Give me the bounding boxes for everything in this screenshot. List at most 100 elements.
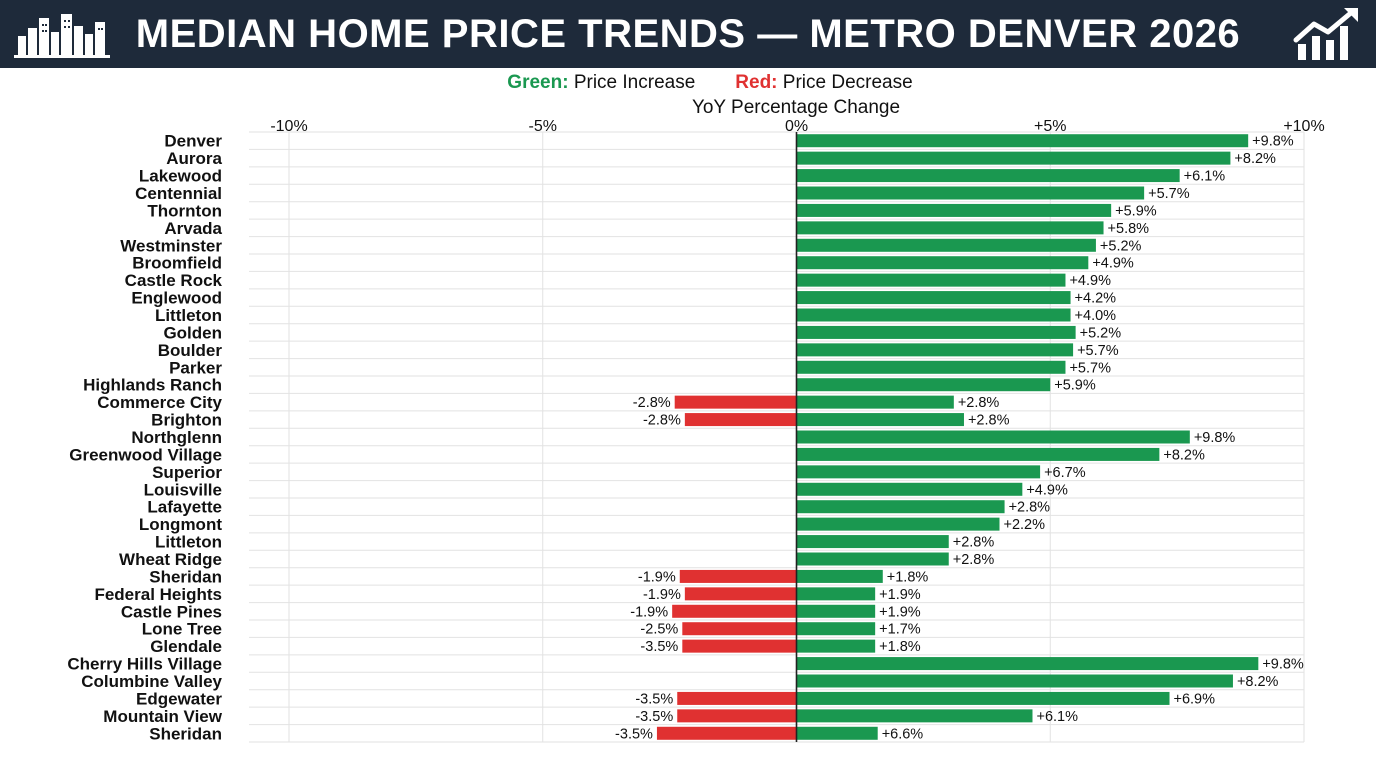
bar-increase [796,552,949,566]
legend-increase-key: Green: [507,72,569,93]
bar-increase [796,517,1000,531]
category-label: Brighton [151,411,222,430]
bar-increase [796,709,1033,723]
category-label: Lone Tree [142,620,222,639]
data-label: +2.8% [953,552,995,568]
legend-decrease: Red: Price Decrease [735,72,912,94]
data-label: -1.9% [638,569,676,585]
category-label: Columbine Valley [81,672,222,691]
data-label: +5.2% [1080,325,1122,341]
bar-decrease [679,569,797,583]
category-label: Louisville [144,480,222,499]
data-label: +4.2% [1075,291,1117,307]
bar-decrease [672,604,797,618]
category-label: Mountain View [103,707,222,726]
data-label: +5.8% [1108,221,1150,237]
category-label: Castle Rock [125,271,223,290]
category-label: Lafayette [147,498,222,517]
bar-increase [796,291,1071,305]
category-label: Englewood [131,289,222,308]
data-label: +4.9% [1069,273,1111,289]
data-label: +5.9% [1115,203,1157,219]
category-label: Federal Heights [94,585,222,604]
bar-increase [796,203,1112,217]
category-label: Denver [164,132,222,151]
bar-increase [796,256,1089,270]
data-label: +5.2% [1100,238,1142,254]
category-label: Edgewater [136,689,222,708]
data-label: +5.7% [1069,360,1111,376]
data-label: -3.5% [640,639,678,655]
bar-increase [796,151,1231,165]
category-label: Sheridan [149,724,222,743]
data-label: +6.1% [1184,169,1226,185]
category-label: Sheridan [149,567,222,586]
bar-decrease [656,726,797,740]
x-axis-label: YoY Percentage Change [691,97,901,118]
data-label: +4.9% [1092,256,1134,272]
bar-increase [796,569,883,583]
bar-increase [796,691,1170,705]
bar-increase [796,308,1071,322]
data-label: +1.8% [887,569,929,585]
bar-increase [796,465,1041,479]
city-skyline-icon [14,14,110,58]
data-label: +1.9% [879,604,921,620]
data-label: +6.7% [1044,465,1086,481]
data-label: -1.9% [643,587,681,603]
data-label: +9.8% [1262,657,1304,673]
bar-increase [796,221,1104,235]
data-label: -3.5% [635,709,673,725]
data-label: +2.8% [1009,500,1051,516]
page-title: MEDIAN HOME PRICE TRENDS — METRO DENVER … [135,11,1241,56]
legend-increase: Green: Price Increase [507,72,695,94]
bar-increase [796,186,1145,200]
data-label: +8.2% [1163,447,1205,463]
category-label: Northglenn [131,428,222,447]
bar-increase [796,238,1096,252]
x-tick-label: 0% [785,118,808,135]
category-label: Littleton [155,533,222,552]
bar-increase [796,535,949,549]
category-label: Boulder [158,341,223,360]
bar-increase [796,360,1066,374]
bar-increase [796,378,1051,392]
bar-increase [796,430,1190,444]
category-label: Greenwood Village [69,445,222,464]
data-label: +1.9% [879,587,921,603]
bar-increase [796,134,1249,148]
data-label: +9.8% [1252,134,1294,150]
bar-increase [796,587,876,601]
bar-decrease [674,395,797,409]
category-label: Superior [152,463,222,482]
data-label: +6.9% [1174,691,1216,707]
data-label: +2.8% [958,395,1000,411]
category-label: Aurora [166,149,222,168]
data-label: +5.7% [1077,343,1119,359]
x-tick-label: -10% [270,118,307,135]
category-label: Golden [163,323,222,342]
x-tick-label: -5% [529,118,557,135]
bar-decrease [684,413,797,427]
category-label: Thornton [147,201,222,220]
data-label: +4.9% [1026,482,1068,498]
bar-increase [796,169,1180,183]
legend-decrease-key: Red: [735,72,778,93]
data-label: -3.5% [635,691,673,707]
data-label: +1.7% [879,622,921,638]
legend-decrease-label: Price Decrease [782,72,913,93]
bar-increase [796,657,1259,671]
data-label: +5.7% [1148,186,1190,202]
category-label: Westminster [120,236,222,255]
header-bar [0,0,1376,68]
category-label: Wheat Ridge [119,550,222,569]
bar-decrease [677,691,797,705]
data-label: +9.8% [1194,430,1236,446]
category-label: Longmont [139,515,222,534]
data-label: +2.2% [1004,517,1046,533]
bar-increase [796,343,1074,357]
category-label: Lakewood [139,167,222,186]
category-label: Highlands Ranch [83,376,222,395]
bar-increase [796,674,1233,688]
